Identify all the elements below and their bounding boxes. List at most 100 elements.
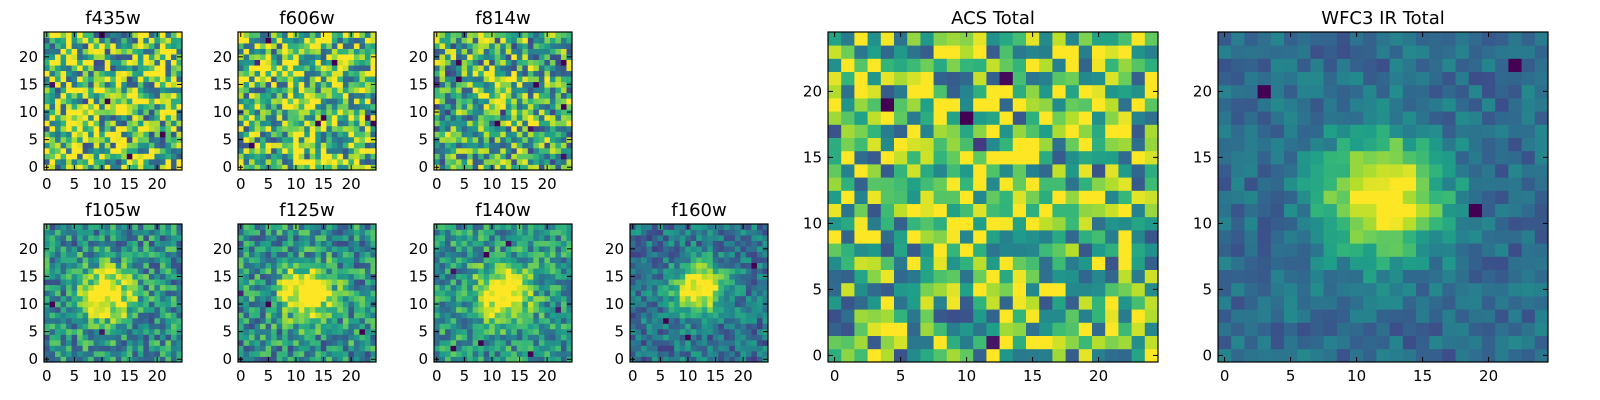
pixel-cell [718,268,725,275]
pixel-cell [137,235,144,241]
pixel-cell [745,295,752,302]
pixel-cell [544,312,551,319]
pixel-cell [66,98,72,105]
pixel-cell [66,65,72,72]
pixel-cell [143,279,150,286]
pixel-cell [176,59,183,66]
pixel-cell [143,147,150,154]
pixel-cell [126,334,133,341]
pixel-cell [143,164,150,171]
pixel-cell [337,301,344,308]
pixel-cell [505,70,512,77]
pixel-cell [933,177,948,191]
pixel-cell [456,43,462,49]
pixel-cell [271,81,278,88]
pixel-cell [483,295,490,302]
pixel-cell [450,334,457,341]
pixel-cell [370,251,377,258]
pixel-cell [505,284,512,291]
pixel-cell [1078,256,1093,270]
pixel-cell [505,290,512,297]
pixel-cell [82,65,89,72]
pixel-cell [527,240,534,247]
pixel-cell [505,142,512,149]
pixel-cell [527,37,534,44]
pixel-cell [555,103,562,110]
pixel-cell [652,284,658,291]
pixel-cell [298,70,305,77]
pixel-cell [544,131,551,138]
pixel-cell [555,251,562,258]
pixel-cell [348,147,355,154]
pixel-cell [359,350,366,357]
pixel-cell [483,257,490,264]
pixel-cell [657,246,664,252]
pixel-cell [326,114,333,121]
pixel-cell [538,87,545,94]
pixel-cell [516,295,523,302]
pixel-cell [894,309,908,323]
pixel-cell [489,317,496,324]
x-tick-label: 5 [264,367,274,385]
pixel-cell [104,290,111,297]
pixel-cell [685,246,692,252]
pixel-cell [287,246,294,252]
pixel-cell [478,158,485,165]
pixel-cell [276,164,283,171]
pixel-cell [511,240,518,247]
pixel-cell [249,235,255,241]
pixel-cell [635,295,642,302]
x-tick-label: 15 [314,367,333,385]
pixel-cell [630,339,636,346]
pixel-cell [159,131,166,138]
pixel-cell [663,268,670,275]
pixel-cell [132,81,139,88]
pixel-cell [115,142,122,149]
pixel-cell [745,229,752,236]
pixel-cell [170,98,177,105]
x-tick-label: 15 [120,175,139,193]
pixel-cell [287,312,294,319]
pixel-cell [505,114,512,121]
pixel-cell [511,306,518,313]
pixel-cell [538,339,545,346]
x-tick-label: 0 [42,367,52,385]
pixel-cell [450,142,457,149]
pixel-cell [315,147,322,154]
pixel-cell [287,240,294,247]
pixel-cell [745,345,752,352]
pixel-cell [66,158,72,165]
pixel-cell [77,59,84,66]
pixel-cell [159,279,166,286]
pixel-cell [1105,282,1119,297]
pixel-cell [293,306,300,313]
pixel-cell [243,235,250,241]
pixel-cell [566,345,573,352]
pixel-cell [461,37,468,44]
pixel-cell [555,229,562,236]
pixel-cell [115,87,122,94]
pixel-cell [55,273,61,280]
pixel-cell [265,350,272,357]
pixel-cell [489,312,496,319]
pixel-cell [82,240,89,247]
pixel-cell [143,87,150,94]
pixel-cell [353,334,360,341]
pixel-cell [148,81,155,88]
pixel-cell [243,76,250,83]
pixel-cell [293,229,300,236]
pixel-cell [348,306,355,313]
pixel-cell [1052,216,1066,231]
pixel-cell [254,32,261,38]
pixel-cell [690,328,697,335]
y-tick-label: 15 [409,75,428,93]
pixel-cell [137,339,144,346]
pixel-cell [472,120,479,127]
pixel-cell [707,345,714,352]
pixel-cell [690,323,697,330]
pixel-cell [254,142,261,149]
pixel-cell [126,235,133,241]
pixel-cell [148,251,155,258]
pixel-cell [55,290,61,297]
pixel-cell [238,323,244,330]
